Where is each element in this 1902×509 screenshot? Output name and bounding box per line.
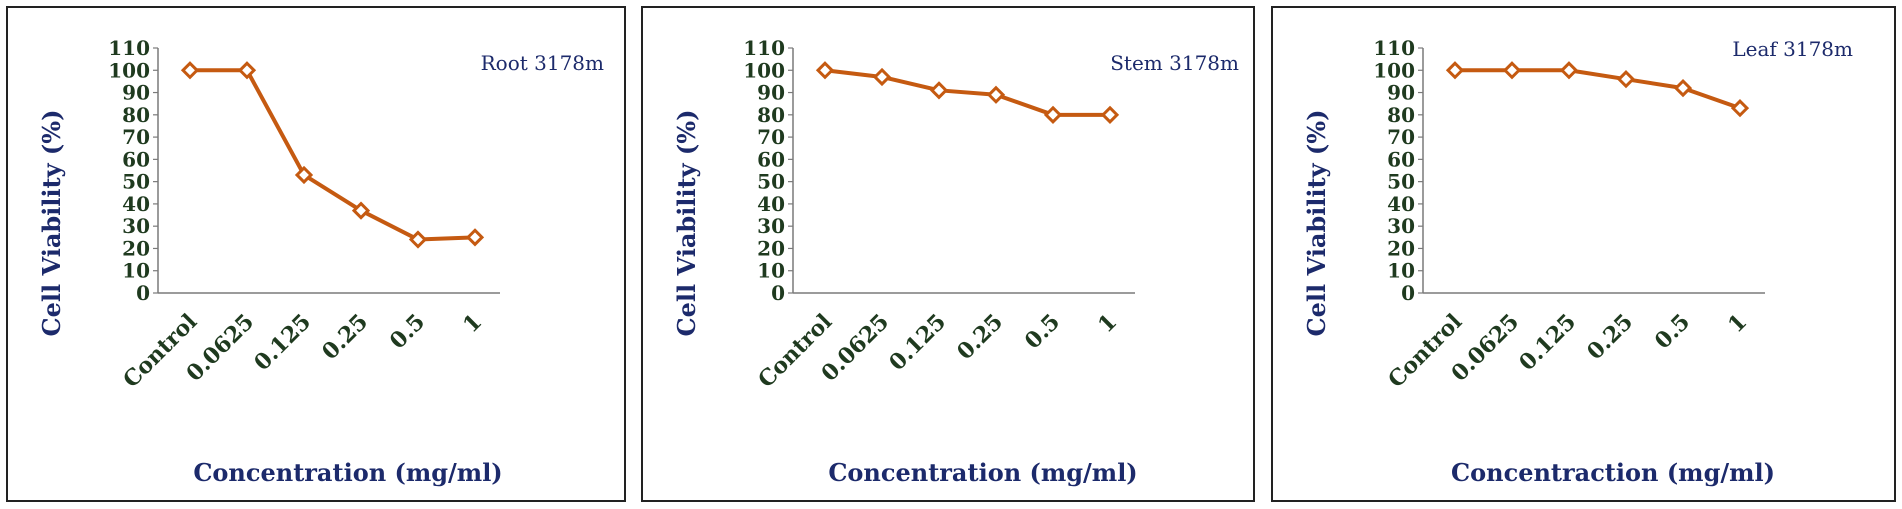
y-tick-label: 100 — [743, 58, 785, 82]
data-point — [1445, 61, 1465, 80]
chart-root-svg: Root 3178m Cell Viability (%) Concentrat… — [37, 36, 604, 487]
data-point — [351, 201, 371, 220]
y-tick-label: 10 — [757, 259, 785, 283]
x-tick-label: 0.125 — [884, 309, 951, 376]
data-point — [1673, 78, 1693, 98]
series-line — [190, 68, 476, 242]
x-axis-title: Concentration (mg/ml) — [193, 458, 502, 487]
y-tick-label: 70 — [1387, 125, 1415, 149]
data-point — [872, 67, 892, 87]
data-point — [929, 81, 949, 100]
y-tick-label: 0 — [1401, 281, 1415, 305]
series-line — [1455, 68, 1741, 111]
y-tick-label: 60 — [1387, 147, 1415, 171]
y-tick-label: 60 — [122, 147, 150, 171]
y-tick-label: 90 — [1387, 81, 1415, 105]
data-point — [237, 61, 257, 80]
y-tick-label: 10 — [1387, 259, 1415, 283]
data-point — [1100, 105, 1120, 124]
y-tick-label: 80 — [122, 103, 150, 127]
y-tick-label: 50 — [757, 170, 785, 194]
data-point — [180, 61, 200, 80]
chart-panel-leaf: Leaf 3178m Cell Viability (%) Concentrac… — [1271, 6, 1896, 502]
x-tick-label: 0.5 — [1020, 309, 1065, 354]
data-point — [294, 165, 314, 185]
y-tick-label: 20 — [1387, 236, 1415, 260]
y-tick-label: 90 — [122, 81, 150, 105]
chart-title: Stem 3178m — [1110, 51, 1239, 75]
x-tick-label: 0.125 — [1514, 309, 1581, 376]
y-axis-title: Cell Viability (%) — [37, 110, 66, 337]
x-tick-label: 0.125 — [249, 309, 316, 376]
y-tick-label: 80 — [757, 103, 785, 127]
x-tick-label: 1 — [458, 309, 487, 338]
x-tick-label: 0.25 — [317, 309, 373, 365]
y-tick-label: 40 — [757, 192, 785, 216]
y-tick-label: 50 — [122, 170, 150, 194]
chart-panel-stem: Stem 3178m Cell Viability (%) Concentrat… — [641, 6, 1255, 502]
y-tick-label: 110 — [108, 36, 150, 60]
x-tick-label: Control — [1383, 309, 1467, 393]
y-tick-label: 20 — [757, 236, 785, 260]
y-tick-label: 70 — [757, 125, 785, 149]
data-point — [1502, 61, 1522, 80]
y-tick-label: 10 — [122, 259, 150, 283]
y-axis-title: Cell Viability (%) — [1302, 110, 1331, 337]
y-tick-label: 30 — [122, 214, 150, 238]
y-tick-label: 70 — [122, 125, 150, 149]
y-tick-label: 40 — [122, 192, 150, 216]
y-tick-label: 100 — [108, 58, 150, 82]
series-line — [824, 68, 1110, 117]
y-tick-label: 60 — [757, 147, 785, 171]
chart-title: Leaf 3178m — [1732, 37, 1853, 61]
y-tick-label: 50 — [1387, 170, 1415, 194]
x-axis-title: Concentration (mg/ml) — [828, 458, 1137, 487]
chart-stem-svg: Stem 3178m Cell Viability (%) Concentrat… — [672, 36, 1239, 487]
x-tick-label: 0.25 — [952, 309, 1008, 365]
chart-title: Root 3178m — [481, 51, 604, 75]
data-point — [1559, 61, 1579, 80]
chart-panel-root: Root 3178m Cell Viability (%) Concentrat… — [6, 6, 626, 502]
data-point — [465, 228, 485, 247]
chart-leaf-svg: Leaf 3178m Cell Viability (%) Concentrac… — [1302, 36, 1853, 487]
x-axis-title: Concentraction (mg/ml) — [1451, 458, 1775, 487]
x-tick-label: Control — [753, 309, 837, 393]
x-tick-label: 1 — [1723, 309, 1752, 338]
data-point — [1616, 70, 1636, 89]
data-point — [1730, 99, 1750, 118]
y-tick-label: 80 — [1387, 103, 1415, 127]
data-point — [1043, 105, 1063, 124]
x-tick-label: Control — [118, 309, 202, 393]
x-tick-label: 0.5 — [1650, 309, 1695, 354]
data-point — [408, 230, 428, 249]
y-axis-title: Cell Viability (%) — [672, 110, 701, 337]
y-tick-label: 110 — [1373, 36, 1415, 60]
y-tick-label: 110 — [743, 36, 785, 60]
data-point — [986, 85, 1006, 104]
x-tick-label: 0.5 — [385, 309, 430, 354]
x-tick-label: 0.25 — [1582, 309, 1638, 365]
data-point — [815, 61, 835, 80]
y-tick-label: 100 — [1373, 58, 1415, 82]
y-tick-label: 0 — [771, 281, 785, 305]
y-tick-label: 20 — [122, 236, 150, 260]
y-tick-label: 30 — [1387, 214, 1415, 238]
y-tick-label: 90 — [757, 81, 785, 105]
y-tick-label: 30 — [757, 214, 785, 238]
x-tick-label: 1 — [1093, 309, 1122, 338]
y-tick-label: 40 — [1387, 192, 1415, 216]
y-tick-label: 0 — [136, 281, 150, 305]
